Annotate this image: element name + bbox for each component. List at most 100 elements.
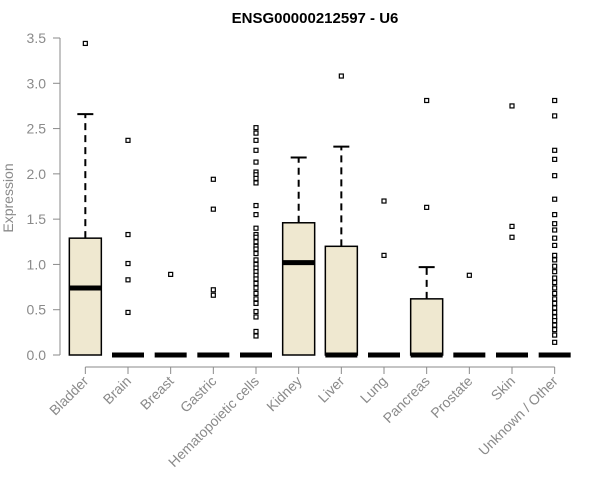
outlier-point (552, 263, 558, 269)
category-label: Skin (488, 373, 519, 404)
box-group (324, 73, 359, 358)
outlier-point (552, 156, 558, 162)
outlier-point (552, 97, 558, 104)
outlier-point (466, 272, 472, 278)
box-group (281, 156, 316, 356)
outlier-point (338, 73, 344, 79)
box-group (409, 97, 444, 358)
outlier-point (552, 339, 558, 345)
outlier-point (253, 130, 259, 136)
outlier-point (509, 103, 515, 109)
outlier-point (552, 196, 558, 202)
outlier-point (82, 40, 88, 47)
chart-title: ENSG00000212597 - U6 (232, 10, 399, 27)
outlier-point (210, 287, 216, 293)
y-tick-label: 3.5 (27, 30, 47, 46)
outlier-point (424, 97, 430, 104)
outlier-point (253, 285, 259, 291)
outlier-point (552, 275, 558, 281)
outlier-point (253, 147, 259, 153)
outlier-point (125, 309, 131, 316)
y-axis-label: Expression (0, 163, 16, 232)
y-tick-label: 2.5 (27, 121, 47, 137)
outlier-point (125, 260, 131, 267)
outlier-point (210, 292, 216, 298)
outlier-point (253, 125, 259, 131)
category-label: Pancreas (380, 373, 433, 426)
category-label: Unknown / Other (475, 373, 561, 459)
outlier-point (125, 137, 131, 143)
outlier-point (552, 173, 558, 179)
outlier-point (509, 234, 515, 240)
outlier-point (253, 290, 259, 297)
outlier-point (552, 317, 558, 324)
iqr-box (281, 222, 316, 356)
y-tick-label: 1.5 (27, 211, 47, 227)
outlier-point (253, 314, 259, 320)
box-group (154, 271, 187, 358)
outlier-point (253, 180, 259, 186)
y-tick-label: 0.0 (27, 347, 47, 363)
outlier-point (552, 300, 558, 306)
outlier-point (552, 242, 558, 249)
outlier-point (552, 269, 558, 275)
outlier-point (253, 308, 259, 315)
category-label: Bladder (46, 373, 92, 419)
box-group (453, 272, 486, 358)
outlier-point (253, 328, 259, 335)
outlier-point (552, 252, 558, 258)
outlier-point (125, 277, 131, 283)
iqr-box (409, 298, 444, 356)
outlier-point (253, 175, 259, 181)
outlier-point (381, 252, 387, 258)
outlier-point (253, 239, 259, 245)
y-axis: 0.0 0.5 1.0 1.5 2.0 2.5 3.0 3.5 (27, 30, 61, 363)
outlier-point (552, 305, 558, 311)
outlier-point (253, 276, 259, 282)
outlier-point (253, 137, 259, 143)
outlier-point (552, 327, 558, 333)
category-label: Kidney (263, 373, 305, 415)
outlier-point (253, 159, 259, 165)
outlier-point (509, 223, 515, 229)
outlier-point (552, 322, 558, 328)
box-series (68, 40, 571, 358)
outlier-point (552, 285, 558, 291)
outlier-point (552, 147, 558, 153)
outlier-point (253, 234, 259, 240)
outlier-point (552, 332, 558, 338)
y-tick-label: 0.5 (27, 302, 47, 318)
outlier-point (552, 227, 558, 233)
outlier-point (253, 212, 259, 218)
outlier-point (125, 231, 131, 238)
outlier-point (253, 257, 259, 263)
iqr-box (68, 237, 103, 356)
outlier-point (253, 246, 259, 252)
outlier-point (552, 221, 558, 227)
outlier-point (552, 257, 558, 263)
outlier-point (253, 296, 259, 302)
box-group (68, 40, 103, 356)
outlier-point (210, 176, 216, 182)
outlier-point (552, 212, 558, 218)
outlier-point (253, 300, 259, 306)
category-label: Brain (100, 373, 134, 407)
box-group (240, 125, 272, 358)
outlier-point (210, 206, 216, 212)
box-group (368, 198, 400, 358)
category-label: Gastric (177, 373, 220, 416)
outlier-point (552, 296, 558, 302)
box-group (197, 176, 230, 358)
outlier-point (253, 280, 259, 287)
outlier-point (424, 204, 430, 210)
category-label: Liver (315, 373, 348, 406)
outlier-point (552, 279, 558, 286)
outlier-point (552, 309, 558, 316)
outlier-point (552, 113, 558, 119)
outlier-point (253, 202, 259, 209)
outlier-point (253, 250, 259, 257)
outlier-point (168, 271, 174, 277)
category-label: Lung (357, 373, 390, 406)
box-group (112, 137, 144, 358)
